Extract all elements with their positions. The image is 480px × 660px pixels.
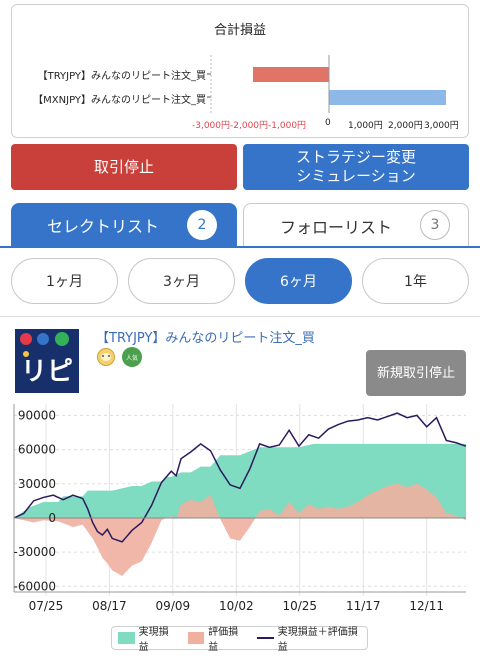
strategy-name-link[interactable]: 【TRYJPY】みんなのリピート注文_買 <box>96 331 315 346</box>
tab-select-list-label: セレクトリスト <box>47 217 160 236</box>
simulation-label: シミュレーション <box>296 167 416 185</box>
legend-unrealized[interactable]: 評価損益 <box>187 623 246 653</box>
legend-total-label: 実現損益＋評価損益 <box>277 627 358 653</box>
y-tick-label: 60000 <box>18 443 56 457</box>
tabs-underline <box>0 246 480 248</box>
pnl-tick-1000: 1,000円 <box>348 121 383 131</box>
y-tick-label: -30000 <box>13 545 56 559</box>
y-tick-label: 0 <box>48 511 56 525</box>
chart-legend: 実現損益 評価損益 実現損益＋評価損益 <box>111 623 368 653</box>
logo-dot-yellow <box>23 351 29 357</box>
pnl-tick-3000: 3,000円 <box>424 121 459 131</box>
stop-trading-button[interactable]: 取引停止 <box>11 144 237 190</box>
legend-realized[interactable]: 実現損益 <box>118 623 176 653</box>
pnl-row-label-try: 【TRYJPY】みんなのリピート注文_買 <box>37 71 206 82</box>
strategy-simulation-button[interactable]: ストラテジー変更 シミュレーション <box>243 144 469 190</box>
total-pnl-card: 合計損益 【TRYJPY】みんなのリピート注文_買 【MXNJPY】みんなのリピ… <box>11 4 469 138</box>
follow-list-count-badge: 3 <box>420 210 450 240</box>
pnl-tick-neg-3000: -3,000円 <box>192 121 231 131</box>
unrealized-pnl-area <box>14 483 466 577</box>
tab-follow-list[interactable]: フォローリスト 3 <box>243 203 469 247</box>
legend-unrealized-label: 評価損益 <box>208 627 239 653</box>
period-1-year-label: 1年 <box>404 274 427 290</box>
strategy-logo: リピ <box>15 329 79 393</box>
pnl-tick-neg-2000: -2,000円 <box>230 121 269 131</box>
y-tick-label: -60000 <box>13 579 56 593</box>
period-1-year[interactable]: 1年 <box>362 258 469 304</box>
pnl-row-label-mxn: 【MXNJPY】みんなのリピート注文_買 <box>33 95 206 106</box>
stop-new-trading-label: 新規取引停止 <box>376 365 455 381</box>
tab-follow-list-label: フォローリスト <box>280 217 393 237</box>
section-divider <box>0 316 480 317</box>
strategy-change-label: ストラテジー変更 <box>295 148 416 166</box>
x-tick-label: 08/17 <box>92 599 127 613</box>
period-3-months-label: 3ヶ月 <box>163 274 200 290</box>
stop-trading-label: 取引停止 <box>93 157 154 176</box>
x-tick-label: 09/09 <box>156 599 191 613</box>
tab-select-list[interactable]: セレクトリスト 2 <box>11 203 237 247</box>
pnl-tick-2000: 2,000円 <box>388 121 423 131</box>
period-6-months[interactable]: 6ヶ月 <box>245 258 352 304</box>
realized-pnl-area <box>14 443 466 518</box>
popular-badge: 人気 <box>122 347 142 367</box>
period-3-months[interactable]: 3ヶ月 <box>128 258 235 304</box>
y-tick-label: 30000 <box>18 477 56 491</box>
logo-dot-red <box>20 333 32 345</box>
x-tick-label: 10/25 <box>282 599 317 613</box>
pnl-ticks-negative: -3,000円-2,000円-1,000円 <box>192 118 306 131</box>
x-tick-label: 11/17 <box>346 599 381 613</box>
legend-realized-swatch <box>118 632 135 644</box>
select-list-count-badge: 2 <box>187 210 217 240</box>
period-6-months-label: 6ヶ月 <box>280 274 317 290</box>
period-1-month-label: 1ヶ月 <box>46 274 83 290</box>
pnl-bar-mxn <box>329 90 446 105</box>
monkey-face-icon <box>97 348 115 366</box>
y-tick-label: 90000 <box>18 408 56 422</box>
pnl-tick-zero: 0 <box>325 118 331 128</box>
total-pnl-title: 合計損益 <box>213 23 266 38</box>
x-tick-label: 10/02 <box>219 599 254 613</box>
legend-total-swatch <box>257 637 274 639</box>
period-1-month[interactable]: 1ヶ月 <box>11 258 118 304</box>
logo-dot-blue <box>37 333 49 345</box>
logo-text: リピ <box>21 357 74 387</box>
legend-unrealized-swatch <box>187 632 205 644</box>
logo-dot-green <box>55 332 69 346</box>
stop-new-trading-button[interactable]: 新規取引停止 <box>366 350 466 396</box>
x-tick-label: 12/11 <box>409 599 444 613</box>
legend-realized-label: 実現損益 <box>138 627 169 653</box>
popular-badge-label: 人気 <box>125 354 138 362</box>
pnl-history-chart: 90000 60000 30000 0 -30000 -60000 07/25 08/17 0… <box>13 404 467 613</box>
pnl-tick-neg-1000: -1,000円 <box>268 121 307 131</box>
legend-total[interactable]: 実現損益＋評価損益 <box>257 623 361 653</box>
pnl-bar-chart <box>207 55 446 113</box>
x-tick-label: 07/25 <box>29 599 64 613</box>
pnl-bar-try <box>252 67 329 82</box>
total-pnl-line <box>13 412 467 543</box>
